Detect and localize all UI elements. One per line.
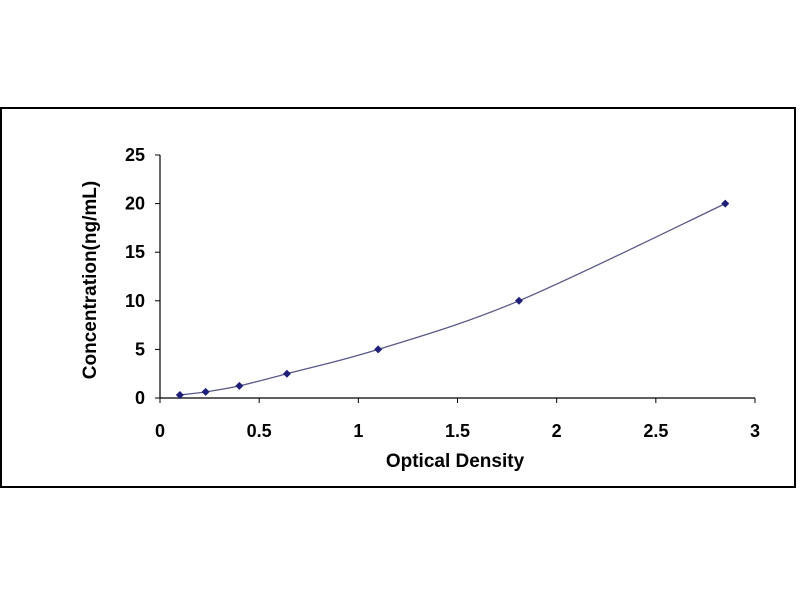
x-tick-label: 1.5 [445,421,470,441]
y-tick-label: 25 [125,145,145,165]
x-tick-label: 1 [353,421,363,441]
y-axis-title: Concentration(ng/mL) [80,181,101,379]
y-tick-label: 0 [135,388,145,408]
x-tick-label: 3 [750,421,760,441]
data-points [175,199,730,399]
y-ticks: 0 5 10 15 20 25 [125,145,160,408]
y-tick-label: 15 [125,242,145,262]
y-tick-label: 10 [125,291,145,311]
x-tick-label: 0 [155,421,165,441]
x-ticks: 0 0.5 1 1.5 2 2.5 3 [155,398,760,441]
data-point [514,296,523,305]
data-point [235,381,244,390]
x-tick-label: 0.5 [247,421,272,441]
x-tick-label: 2.5 [643,421,668,441]
x-axis-title: Optical Density [386,451,525,472]
data-point [721,199,730,208]
chart-frame [0,107,796,488]
axes [159,155,755,399]
data-point [175,390,184,399]
data-point [374,345,383,354]
data-point [282,369,291,378]
x-tick-label: 2 [552,421,562,441]
data-point [201,387,210,396]
fit-curve [179,203,726,396]
y-tick-label: 5 [135,339,145,359]
y-tick-label: 20 [125,194,145,214]
